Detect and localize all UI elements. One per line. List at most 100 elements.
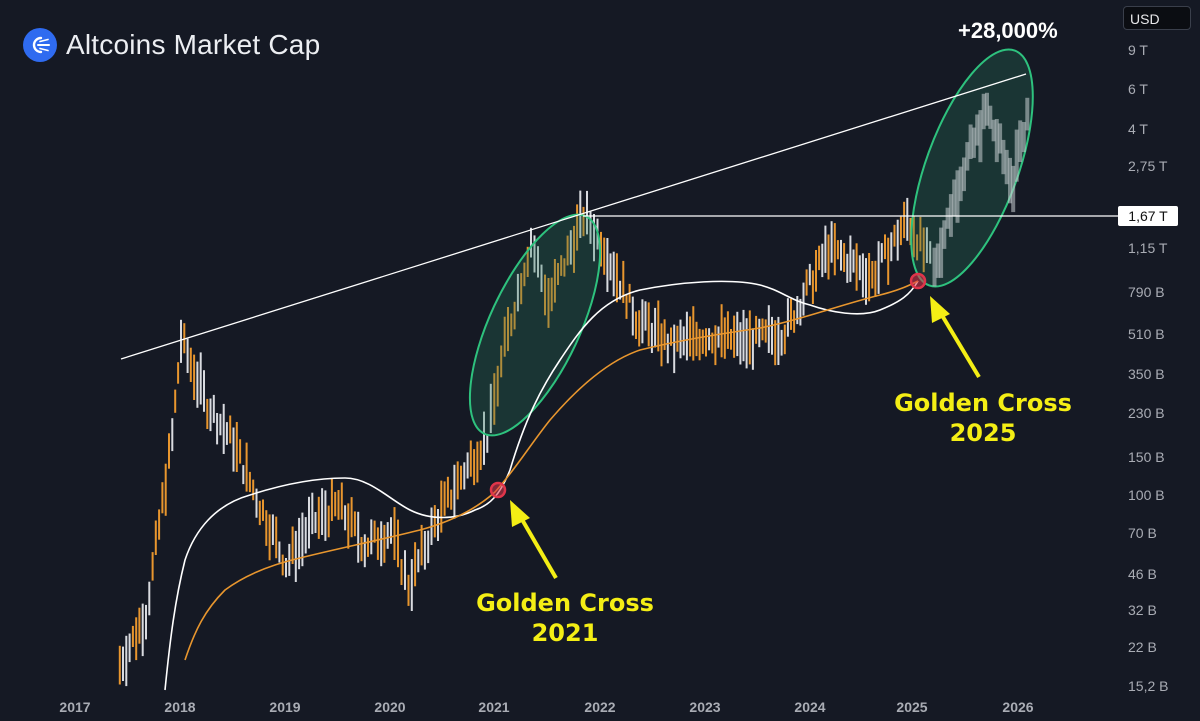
price-bar: [383, 524, 386, 563]
price-bar: [896, 219, 899, 261]
x-axis-label: 2023: [689, 699, 721, 715]
price-bar: [547, 278, 550, 328]
price-bar: [557, 263, 559, 285]
price-bar: [330, 478, 333, 521]
price-bar: [685, 311, 688, 361]
price-bar: [811, 270, 814, 304]
price-bar: [410, 559, 413, 611]
price-bar: [258, 500, 261, 526]
price-bar: [357, 511, 360, 563]
price-bar: [748, 310, 751, 365]
price-bar: [871, 261, 874, 289]
altcoins-logo-icon: [23, 28, 57, 62]
price-bar: [858, 255, 861, 281]
price-bar: [255, 488, 258, 518]
price-bar: [526, 246, 529, 277]
golden-cross-2025-marker[interactable]: [909, 272, 927, 290]
price-bar: [171, 418, 174, 452]
price-bar: [268, 514, 271, 561]
price-bar: [849, 235, 852, 282]
price-bar: [235, 422, 238, 472]
price-bar: [203, 370, 205, 412]
price-bar: [726, 311, 729, 349]
golden-cross-2021-label: Golden Cross 2021: [470, 588, 660, 648]
price-bar: [877, 241, 880, 294]
y-axis-label: 510 B: [1128, 326, 1165, 342]
price-bar: [606, 238, 609, 292]
price-bar: [705, 328, 707, 357]
golden-cross-2021-marker[interactable]: [489, 481, 507, 499]
price-bar: [537, 246, 539, 278]
price-bar: [906, 197, 909, 241]
y-axis-label: 46 B: [1128, 566, 1157, 582]
price-bar: [890, 232, 893, 262]
price-bar: [131, 625, 134, 647]
price-bar: [180, 319, 182, 363]
price-bar: [692, 306, 695, 361]
price-bar: [666, 333, 669, 364]
price-bar: [805, 269, 808, 296]
price-bar: [922, 227, 925, 273]
price-bar: [868, 253, 871, 302]
projected-bar: [978, 110, 983, 163]
y-axis-label: 70 B: [1128, 525, 1157, 541]
price-bar: [125, 635, 128, 687]
price-bar: [420, 524, 423, 566]
price-bar: [370, 519, 373, 555]
price-bar: [161, 482, 164, 514]
price-bar: [229, 415, 232, 444]
y-axis-label: 15,2 B: [1128, 678, 1169, 694]
chart-header: Altcoins Market Cap: [23, 28, 320, 62]
price-bar: [843, 243, 846, 272]
price-bar: [225, 422, 228, 445]
price-bar: [456, 461, 459, 500]
currency-selector[interactable]: USD: [1123, 6, 1191, 30]
price-bar: [285, 558, 287, 578]
price-bar: [821, 243, 824, 278]
price-bar: [135, 617, 138, 661]
price-bar: [262, 499, 264, 521]
arrow-2025-icon: [930, 296, 981, 379]
price-bar: [647, 302, 650, 347]
price-bar: [654, 307, 657, 348]
y-axis-label: 6 T: [1128, 81, 1148, 97]
price-bar: [589, 211, 592, 244]
price-bar: [874, 260, 877, 297]
price-bar: [222, 403, 225, 454]
price-bar: [460, 465, 462, 490]
price-bar: [560, 255, 563, 276]
price-bar: [865, 258, 867, 305]
price-bar: [855, 243, 858, 291]
price-bar: [836, 240, 839, 260]
price-bar: [708, 328, 711, 351]
price-bar: [603, 237, 606, 275]
price-bar: [463, 462, 466, 490]
price-bar: [373, 520, 376, 543]
price-bar: [503, 316, 506, 357]
price-bar: [887, 237, 890, 285]
price-bar: [337, 490, 340, 520]
price-bar: [641, 299, 644, 344]
projected-bar: [952, 179, 957, 216]
price-bar: [650, 322, 653, 353]
x-axis-label: 2021: [478, 699, 510, 715]
golden-cross-2025-year: 2025: [949, 419, 1017, 447]
price-bar: [414, 542, 417, 587]
price-bar: [216, 413, 219, 445]
price-bar: [818, 245, 821, 271]
projected-bar: [932, 247, 937, 287]
projected-bar: [939, 227, 944, 278]
y-axis-label: 230 B: [1128, 405, 1165, 421]
projected-bar: [945, 207, 950, 229]
x-axis-label: 2022: [584, 699, 616, 715]
projected-bar: [1004, 149, 1009, 185]
price-bar: [720, 304, 723, 358]
price-bar: [334, 491, 337, 517]
price-bar: [347, 503, 350, 549]
price-bar: [663, 319, 666, 350]
price-bar: [417, 549, 420, 573]
price-bar: [376, 527, 379, 560]
price-bar: [386, 522, 389, 549]
price-bar: [248, 471, 251, 493]
